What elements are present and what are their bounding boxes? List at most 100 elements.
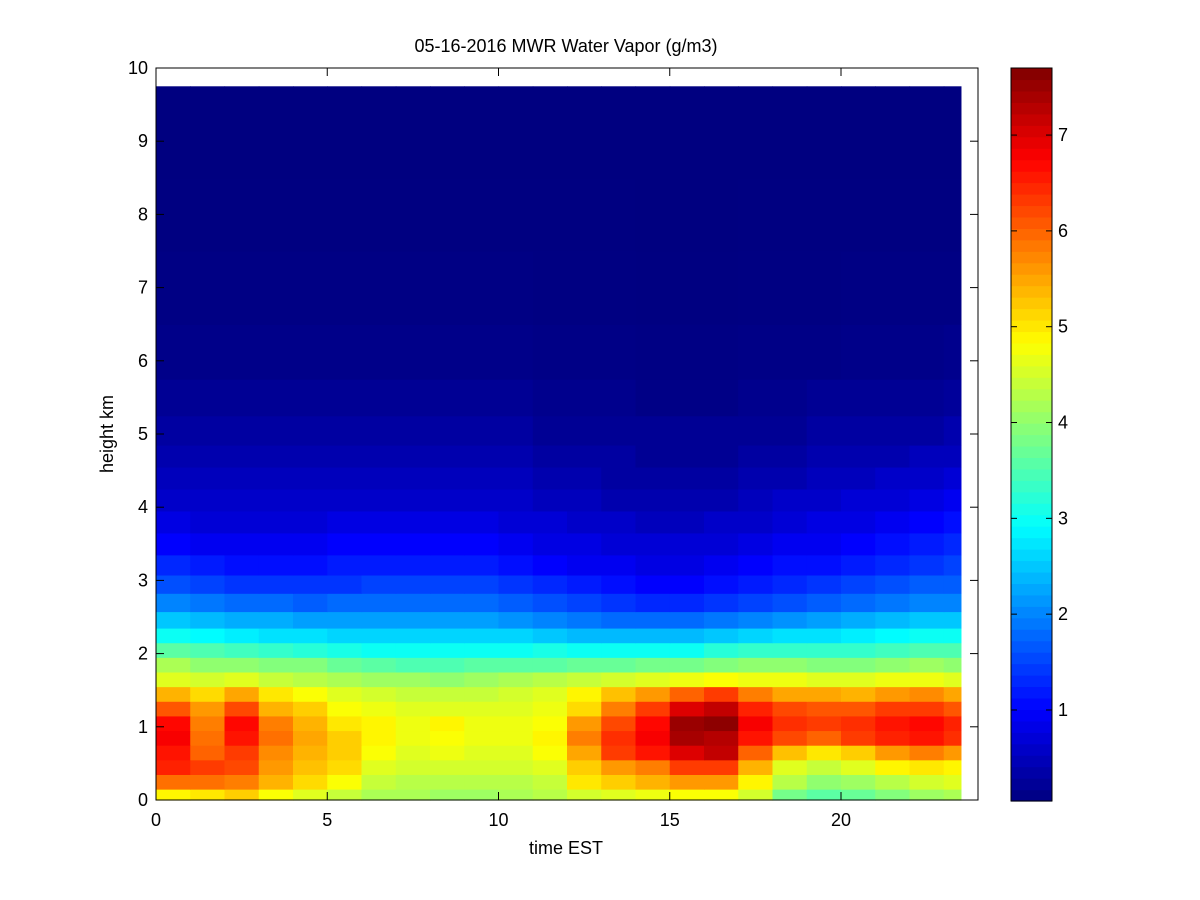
heatmap-cell	[704, 730, 739, 746]
heatmap-cell	[841, 113, 876, 179]
colorbar-step	[1011, 262, 1052, 275]
heatmap-cell	[943, 745, 962, 761]
heatmap-cell	[567, 730, 602, 746]
heatmap-cell	[532, 701, 568, 717]
heatmap-cell	[601, 86, 637, 115]
heatmap-cell	[224, 745, 260, 761]
heatmap-cell	[909, 686, 945, 702]
heatmap-cell	[190, 745, 226, 761]
x-tick-label: 15	[660, 810, 680, 830]
heatmap-cell	[806, 379, 842, 417]
heatmap-cell	[190, 701, 226, 717]
heatmap-cell	[293, 444, 328, 468]
heatmap-cell	[841, 574, 876, 594]
heatmap-cell	[258, 671, 294, 688]
heatmap-cell	[635, 554, 671, 576]
heatmap-cell	[532, 657, 568, 673]
heatmap-cell	[943, 444, 962, 468]
colorbar-step	[1011, 159, 1052, 172]
heatmap-cell	[772, 488, 808, 512]
heatmap-cell	[258, 444, 294, 468]
colorbar-step	[1011, 457, 1052, 470]
heatmap-cell	[395, 789, 431, 801]
heatmap-cell	[567, 715, 602, 732]
heatmap-cell	[875, 745, 911, 761]
heatmap-cell	[327, 466, 363, 490]
heatmap-cell	[430, 324, 465, 380]
colorbar-step	[1011, 675, 1052, 688]
colorbar-step	[1011, 331, 1052, 344]
heatmap-cell	[875, 510, 911, 534]
chart-title: 05-16-2016 MWR Water Vapor (g/m3)	[414, 36, 717, 56]
heatmap-cell	[738, 715, 774, 732]
heatmap-cell	[841, 686, 876, 702]
heatmap-cell	[464, 657, 500, 673]
heatmap-cell	[841, 324, 876, 380]
heatmap-cell	[498, 642, 534, 658]
heatmap-cell	[806, 611, 842, 629]
heatmap-cell	[361, 730, 397, 746]
heatmap-cell	[293, 627, 328, 644]
colorbar-step	[1011, 319, 1052, 333]
heatmap-cell	[738, 466, 774, 490]
heatmap-cell	[635, 532, 671, 556]
heatmap-cell	[806, 574, 842, 594]
heatmap-cell	[772, 789, 808, 801]
heatmap-cell	[258, 627, 294, 644]
heatmap-cell	[532, 86, 568, 115]
heatmap-cell	[567, 642, 602, 658]
heatmap-cell	[738, 774, 774, 790]
heatmap-cell	[635, 671, 671, 688]
heatmap-cell	[704, 627, 739, 644]
heatmap-cell	[258, 611, 294, 629]
heatmap-cell	[361, 113, 397, 179]
heatmap-cell	[532, 510, 568, 534]
heatmap-cell	[943, 554, 962, 576]
heatmap-cell	[532, 671, 568, 688]
heatmap-cell	[738, 379, 774, 417]
heatmap-cell	[532, 789, 568, 801]
heatmap-cell	[909, 510, 945, 534]
heatmap-cell	[635, 488, 671, 512]
heatmap-cell	[567, 745, 602, 761]
heatmap-cell	[395, 671, 431, 688]
heatmap-cell	[943, 379, 962, 417]
colorbar-step	[1011, 342, 1052, 355]
heatmap-cell	[190, 415, 226, 446]
colorbar-step	[1011, 308, 1052, 321]
colorbar-step	[1011, 640, 1052, 653]
heatmap-cell	[190, 574, 226, 594]
heatmap-cell	[430, 627, 465, 644]
heatmap-cell	[498, 745, 534, 761]
heatmap-cell	[258, 574, 294, 594]
heatmap-cell	[567, 701, 602, 717]
heatmap-cell	[156, 324, 191, 380]
heatmap-cell	[464, 510, 500, 534]
heatmap-cell	[430, 593, 465, 613]
heatmap-cell	[224, 657, 260, 673]
heatmap-cell	[395, 415, 431, 446]
heatmap-cell	[772, 657, 808, 673]
colorbar-gradient	[1011, 68, 1052, 802]
colorbar-step	[1011, 136, 1052, 149]
colorbar-step	[1011, 594, 1052, 607]
colorbar-step	[1011, 239, 1052, 252]
heatmap-cell	[635, 745, 671, 761]
heatmap-cell	[704, 379, 739, 417]
heatmap-cell	[156, 554, 191, 576]
heatmap-cell	[943, 671, 962, 688]
heatmap-cell	[909, 444, 945, 468]
heatmap-cell	[293, 701, 328, 717]
heatmap-cell	[635, 574, 671, 594]
heatmap-cell	[190, 627, 226, 644]
colorbar-step	[1011, 251, 1052, 264]
heatmap-cell	[430, 488, 465, 512]
heatmap-cell	[669, 701, 705, 717]
heatmap-cell	[601, 774, 637, 790]
heatmap-cell	[293, 593, 328, 613]
heatmap-cell	[395, 611, 431, 629]
heatmap-cell	[293, 642, 328, 658]
heatmap-cell	[532, 759, 568, 775]
heatmap-cell	[772, 745, 808, 761]
heatmap-cell	[841, 86, 876, 115]
